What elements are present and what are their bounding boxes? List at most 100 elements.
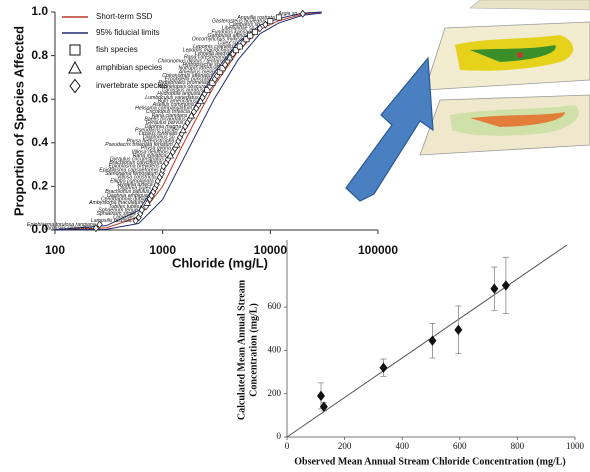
species-label: Asellus communis	[152, 102, 195, 108]
marker	[187, 111, 196, 119]
legend-label: Short-term SSD	[96, 12, 153, 21]
marker	[236, 43, 243, 50]
x-tick-label: 1000	[149, 243, 176, 257]
species-label: Physa gyrina	[141, 146, 171, 152]
species-label: Hydropsyche sp.	[182, 62, 221, 68]
y-tick-label: 0.8	[31, 48, 48, 62]
x-tick-label: 400	[395, 441, 409, 451]
marker	[233, 47, 239, 54]
marker	[209, 79, 216, 86]
x-tick-label: 600	[453, 441, 467, 451]
species-label: Epioblasma torulosa rangiana	[27, 222, 96, 228]
species-label: Lirceus fontinalis	[139, 131, 178, 137]
species-label: Gasterosteus aculeatus	[212, 19, 267, 25]
y-tick-label: 0	[277, 431, 282, 441]
marker	[179, 126, 187, 134]
marker	[501, 280, 510, 291]
species-label: Bufo americanus	[158, 98, 197, 104]
x-tick-label: 0	[285, 441, 290, 451]
species-label: Diaptomus sp.	[143, 135, 176, 141]
marker	[92, 224, 99, 233]
marker	[454, 324, 463, 336]
species-label: Brachionus patulus	[105, 189, 150, 195]
legend-label: fish species	[96, 45, 138, 54]
x-tick-label: 800	[511, 441, 525, 451]
y-axis-label: Calculated Mean Annual Stream	[236, 279, 247, 420]
species-label: Sphaerium simile	[97, 211, 137, 217]
line	[54, 12, 322, 231]
species-label: Lampsilis siliquoidea	[44, 226, 92, 232]
marker	[256, 24, 263, 33]
species-label: Carassius auratus	[162, 87, 204, 93]
x-tick-label: 1000	[566, 441, 585, 451]
marker	[247, 32, 254, 39]
y-tick-label: 0.0	[31, 222, 48, 236]
legend-label: 95% fiducial limits	[96, 28, 160, 37]
y-tick-label: 400	[268, 344, 282, 354]
species-label: Elliptio complanata	[110, 178, 154, 184]
species-label: Villosa delumbis	[131, 149, 169, 155]
y-tick-label: 1.0	[31, 4, 48, 18]
species-label: Hydroptila angusta	[157, 91, 200, 97]
y-axis-label: Proportion of Species Affected	[11, 26, 26, 216]
species-label: Lampsilis fasciola	[91, 218, 132, 224]
x-tick-label: 100000	[358, 243, 398, 257]
species-label: Rana sylvatica	[133, 153, 167, 159]
species-label: Oncorhynchus mykiss	[192, 37, 243, 43]
marker	[68, 60, 82, 74]
species-label: Lepomis macrochirus	[183, 48, 233, 54]
x-tick-label: 10000	[254, 243, 288, 257]
species-label: Ameiurus melas	[178, 69, 217, 75]
marker	[275, 14, 282, 21]
species-label: Daphnia ambigua	[107, 193, 148, 199]
species-label: Anguilla rostrata	[236, 15, 275, 21]
species-label: Culex sp.	[218, 40, 240, 46]
line	[54, 11, 322, 231]
legend-label: amphibian species	[96, 63, 162, 72]
marker	[490, 283, 499, 294]
species-label: Gyraulus parvus	[146, 120, 184, 126]
marker	[166, 151, 175, 159]
species-label: Daphnia pulex	[118, 186, 152, 192]
species-label: Ambystoma maculatum	[88, 200, 144, 206]
species-label: Daphnia magna	[145, 124, 182, 130]
y-tick-label: 200	[268, 388, 282, 398]
x-axis-label: Observed Mean Annual Stream Chloride Con…	[294, 456, 565, 467]
species-label: Villosa constricta	[117, 175, 156, 181]
species-label: Hyalella azteca	[118, 182, 153, 188]
ssd-chart: Proportion of Species Affected Chloride …	[11, 4, 398, 270]
species-label: Baetis tricaudatus	[144, 117, 186, 123]
x-axis-label: Chloride (mg/L)	[172, 255, 268, 270]
y-tick-label: 0.2	[31, 179, 48, 193]
map-layers	[419, 0, 590, 156]
species-label: Notropis lutrensis	[178, 66, 218, 72]
marker	[319, 401, 328, 412]
species-label: Helisoma campanulatum	[135, 106, 193, 112]
species-label: Gyraulus circumstriatus	[110, 157, 165, 163]
species-label: Argia sp.	[277, 11, 298, 17]
species-label: Pseudacris triseriata feriarum	[105, 142, 173, 148]
x-tick-label: 100	[45, 243, 65, 257]
fit-line	[286, 244, 568, 438]
species-label: Pimephales promelas	[159, 80, 209, 86]
marker	[243, 36, 250, 43]
y-axis-label: Concentration (mg/L)	[248, 303, 259, 397]
species-label: Sphaerium tenue	[98, 207, 138, 213]
species-label: Cricotopus trifascia	[146, 109, 190, 115]
species-label: Stenonema femoratum	[105, 171, 158, 177]
species-label: Brachionus calyciflorus	[109, 160, 162, 166]
species-label: Lyrinella leedsi	[195, 51, 230, 57]
scatter-chart: Observed Mean Annual Stream Chloride Con…	[236, 240, 585, 467]
marker	[226, 53, 234, 61]
species-label: Physa heterostropha	[127, 138, 175, 144]
marker	[267, 18, 274, 25]
species-label: Libellulidae sp.	[222, 26, 256, 32]
marker	[299, 9, 306, 18]
marker	[96, 220, 103, 229]
species-label: Erpobdella punctata	[165, 77, 211, 83]
marker	[132, 216, 139, 225]
species-label: Chironomus dilutus / tentans	[158, 58, 224, 64]
species-label: Epioblasma capsaeformis	[99, 167, 159, 173]
species-label: Epioblasma brevidens	[109, 164, 160, 170]
